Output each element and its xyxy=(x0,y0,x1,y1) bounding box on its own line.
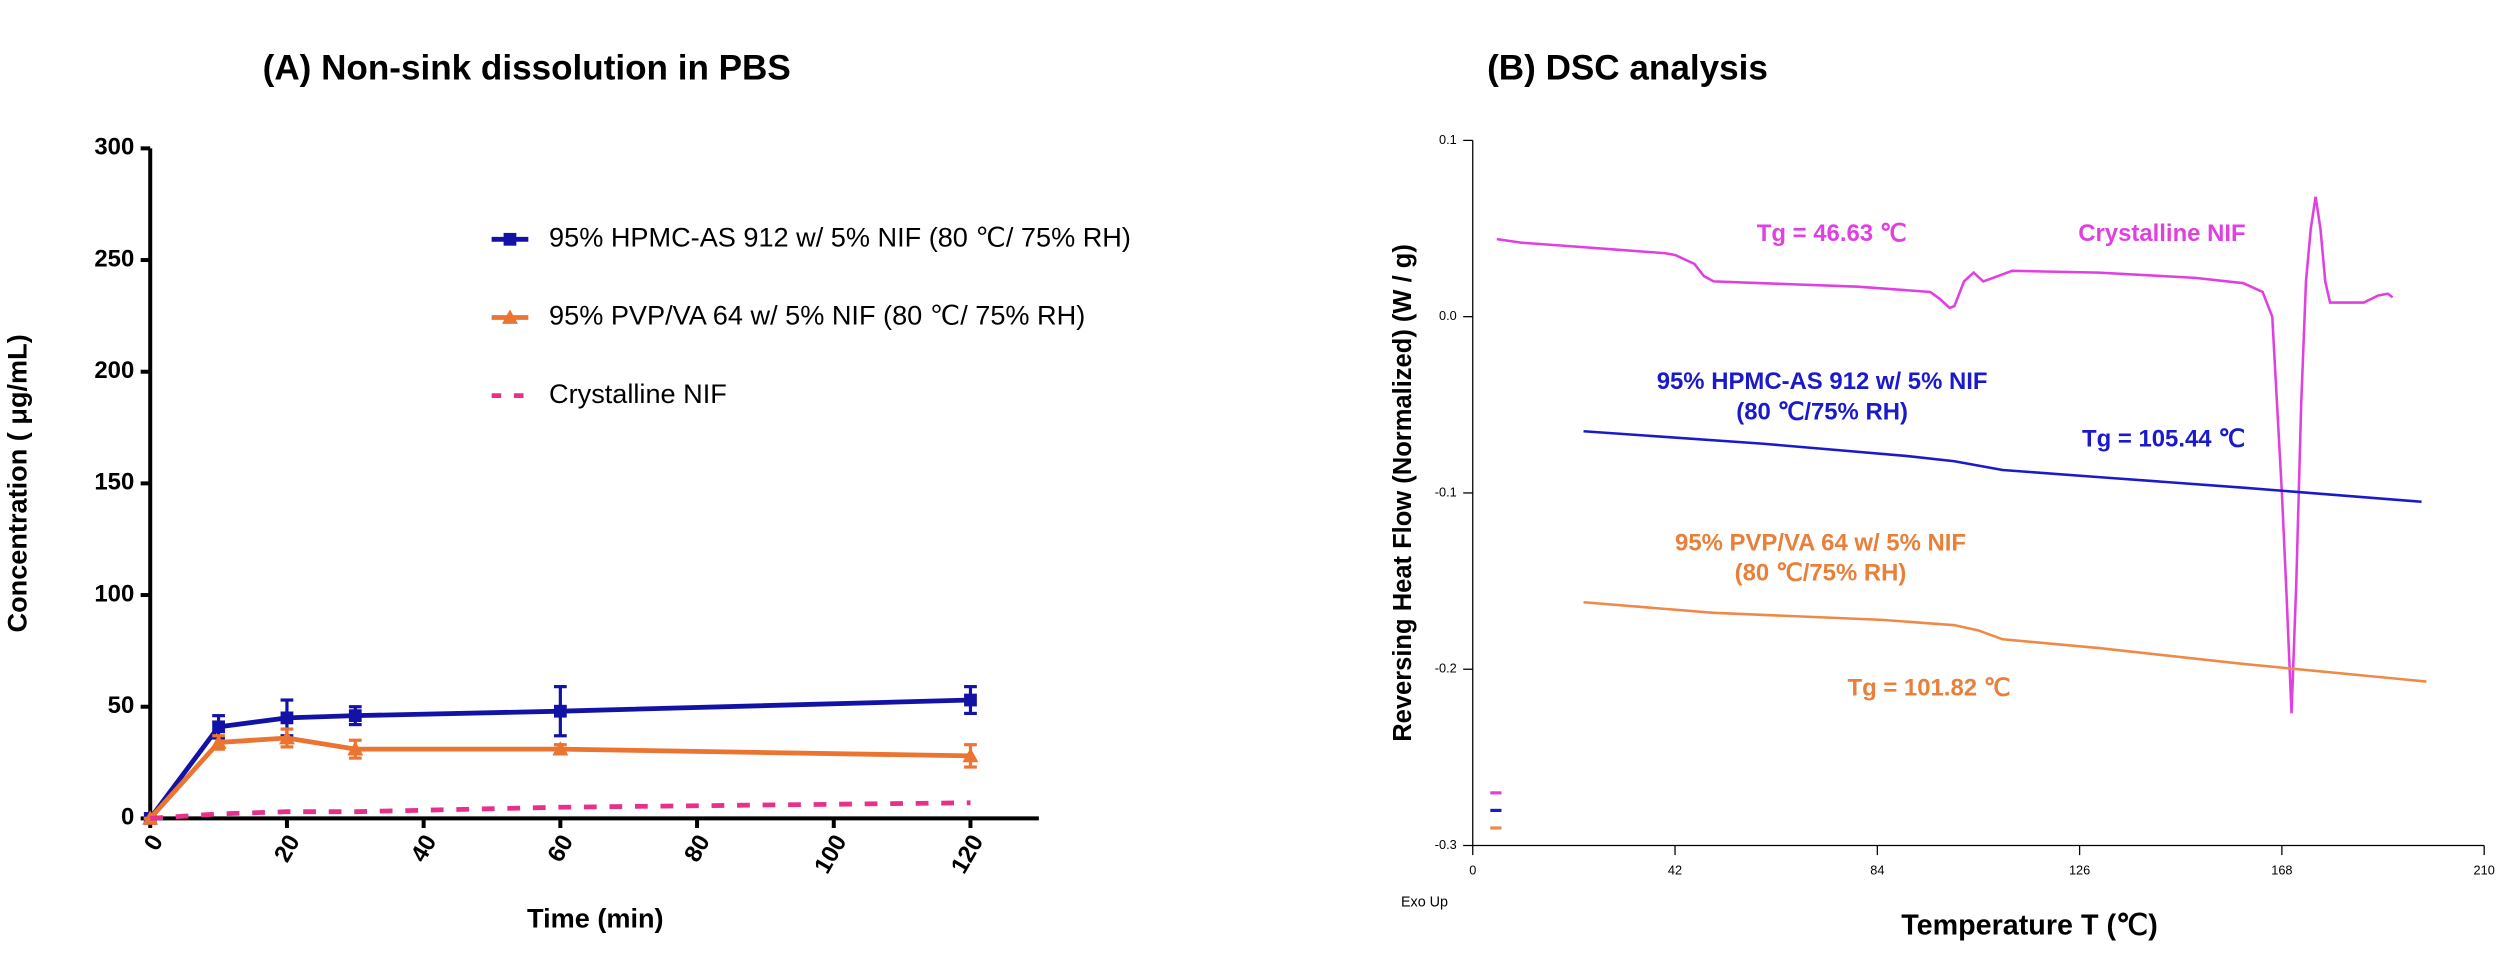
annotation: (80 ℃/75% RH) xyxy=(1735,560,1907,587)
y-axis-label: Reversing Heat Flow (Normalized) (W / g) xyxy=(1389,244,1417,742)
series-line xyxy=(150,800,971,821)
x-tick-label: 210 xyxy=(2474,862,2495,877)
y-tick-label: 100 xyxy=(94,580,134,607)
series-line xyxy=(1496,196,2394,714)
marker xyxy=(348,709,362,723)
marker xyxy=(962,747,979,763)
x-tick-label: 0 xyxy=(1469,862,1476,877)
y-tick-label: -0.1 xyxy=(1435,484,1457,499)
legend-label: Crystalline NIF xyxy=(549,378,727,409)
y-tick-label: 0 xyxy=(121,804,134,831)
annotation: Tg = 105.44 ℃ xyxy=(2082,426,2245,453)
chart-title: (B) DSC analysis xyxy=(1487,48,1768,87)
y-tick-label: 300 xyxy=(94,134,134,161)
legend-marker xyxy=(501,309,518,324)
marker xyxy=(552,741,569,756)
legend-label: 95% HPMC-AS 912 w/ 5% NIF (80 ℃/ 75% RH) xyxy=(549,221,1131,252)
chart-title: (A) Non-sink dissolution in PBS xyxy=(263,48,791,87)
x-tick-label: 168 xyxy=(2271,862,2292,877)
annotation: Crystalline NIF xyxy=(2078,220,2245,247)
y-tick-label: 50 xyxy=(108,692,135,719)
series-line xyxy=(1583,429,2422,504)
y-tick-label: 0.1 xyxy=(1439,132,1457,147)
legend-marker xyxy=(503,232,517,246)
annotation: Tg = 101.82 ℃ xyxy=(1847,674,2010,701)
y-tick-label: -0.3 xyxy=(1435,837,1457,852)
y-tick-label: 0.0 xyxy=(1439,308,1457,323)
annotation: 95% PVP/VA 64 w/ 5% NIF xyxy=(1675,529,1966,556)
y-tick-label: 150 xyxy=(94,469,134,496)
x-tick-label: 42 xyxy=(1668,862,1682,877)
y-tick-label: 250 xyxy=(94,245,134,272)
series-line xyxy=(148,735,971,820)
marker xyxy=(212,720,225,734)
marker xyxy=(278,730,295,745)
marker xyxy=(553,704,567,718)
series-line xyxy=(1583,600,2427,683)
annotation: 95% HPMC-AS 912 w/ 5% NIF xyxy=(1657,368,1988,395)
y-tick-label: -0.2 xyxy=(1435,661,1457,676)
corner-note: Exo Up xyxy=(1401,895,1448,911)
annotation: Tg = 46.63 ℃ xyxy=(1757,220,1907,247)
marker xyxy=(280,711,294,725)
series-line xyxy=(148,697,971,820)
x-axis-label: Time (min) xyxy=(527,903,664,934)
marker xyxy=(347,741,364,756)
x-tick-label: 84 xyxy=(1870,862,1884,877)
marker xyxy=(210,734,227,749)
y-tick-label: 200 xyxy=(94,357,134,384)
marker xyxy=(964,693,977,707)
y-axis-label: Concentration ( μg/mL) xyxy=(2,334,33,632)
legend-label: 95% PVP/VA 64 w/ 5% NIF (80 ℃/ 75% RH) xyxy=(549,300,1085,331)
annotation: (80 ℃/75% RH) xyxy=(1736,398,1908,425)
x-axis-label: Temperature T (℃) xyxy=(1901,909,2158,941)
x-tick-label: 126 xyxy=(2069,862,2090,877)
